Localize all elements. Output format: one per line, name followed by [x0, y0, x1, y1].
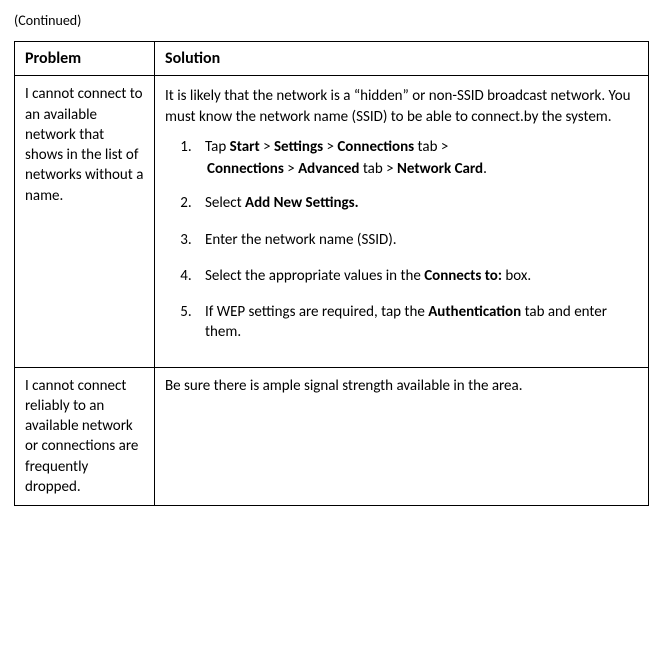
step-text: box. — [502, 267, 531, 285]
step-bold: Connections — [337, 138, 414, 156]
table-header-row: Problem Solution — [15, 41, 649, 76]
step-text: tab > — [359, 160, 397, 178]
problem-cell: I cannot connect to an available network… — [15, 76, 155, 367]
step-bold: Add New Settings. — [245, 194, 359, 212]
step-bold: Start — [230, 138, 260, 156]
problem-cell: I cannot connect reliably to an availabl… — [15, 367, 155, 506]
step-text: If WEP settings are required, tap the — [205, 303, 428, 321]
step-bold: Connections — [207, 160, 284, 178]
step-bold: Connects to: — [424, 267, 502, 285]
header-problem: Problem — [15, 41, 155, 76]
solution-steps: Tap Start > Settings > Connections tab >… — [195, 137, 638, 343]
step-text: . — [483, 160, 487, 178]
step-bold: Authentication — [428, 303, 521, 321]
step-text: Select — [205, 194, 245, 212]
continued-label: (Continued) — [14, 12, 649, 31]
step-item: If WEP settings are required, tap the Au… — [195, 302, 638, 343]
step-text: tab > — [414, 138, 448, 156]
step-bold: Settings — [274, 138, 323, 156]
step-bold: Network Card — [397, 160, 483, 178]
table-row: I cannot connect reliably to an availabl… — [15, 367, 649, 506]
step-item: Select Add New Settings. — [195, 193, 638, 213]
solution-cell: It is likely that the network is a “hidd… — [155, 76, 649, 367]
step-text: Select the appropriate values in the — [205, 267, 424, 285]
step-text: Tap — [205, 138, 230, 156]
step-item: Enter the network name (SSID). — [195, 230, 638, 250]
solution-intro: It is likely that the network is a “hidd… — [165, 86, 638, 127]
solution-cell: Be sure there is ample signal strength a… — [155, 367, 649, 506]
step-item: Select the appropriate values in the Con… — [195, 266, 638, 286]
header-solution: Solution — [155, 41, 649, 76]
step-text: > — [323, 138, 337, 156]
step-text: > — [284, 160, 298, 178]
troubleshooting-table: Problem Solution I cannot connect to an … — [14, 41, 649, 506]
step-item: Tap Start > Settings > Connections tab >… — [195, 137, 638, 180]
step-text: Enter the network name (SSID). — [205, 231, 397, 249]
table-row: I cannot connect to an available network… — [15, 76, 649, 367]
step-text: > — [260, 138, 274, 156]
step-bold: Advanced — [298, 160, 359, 178]
